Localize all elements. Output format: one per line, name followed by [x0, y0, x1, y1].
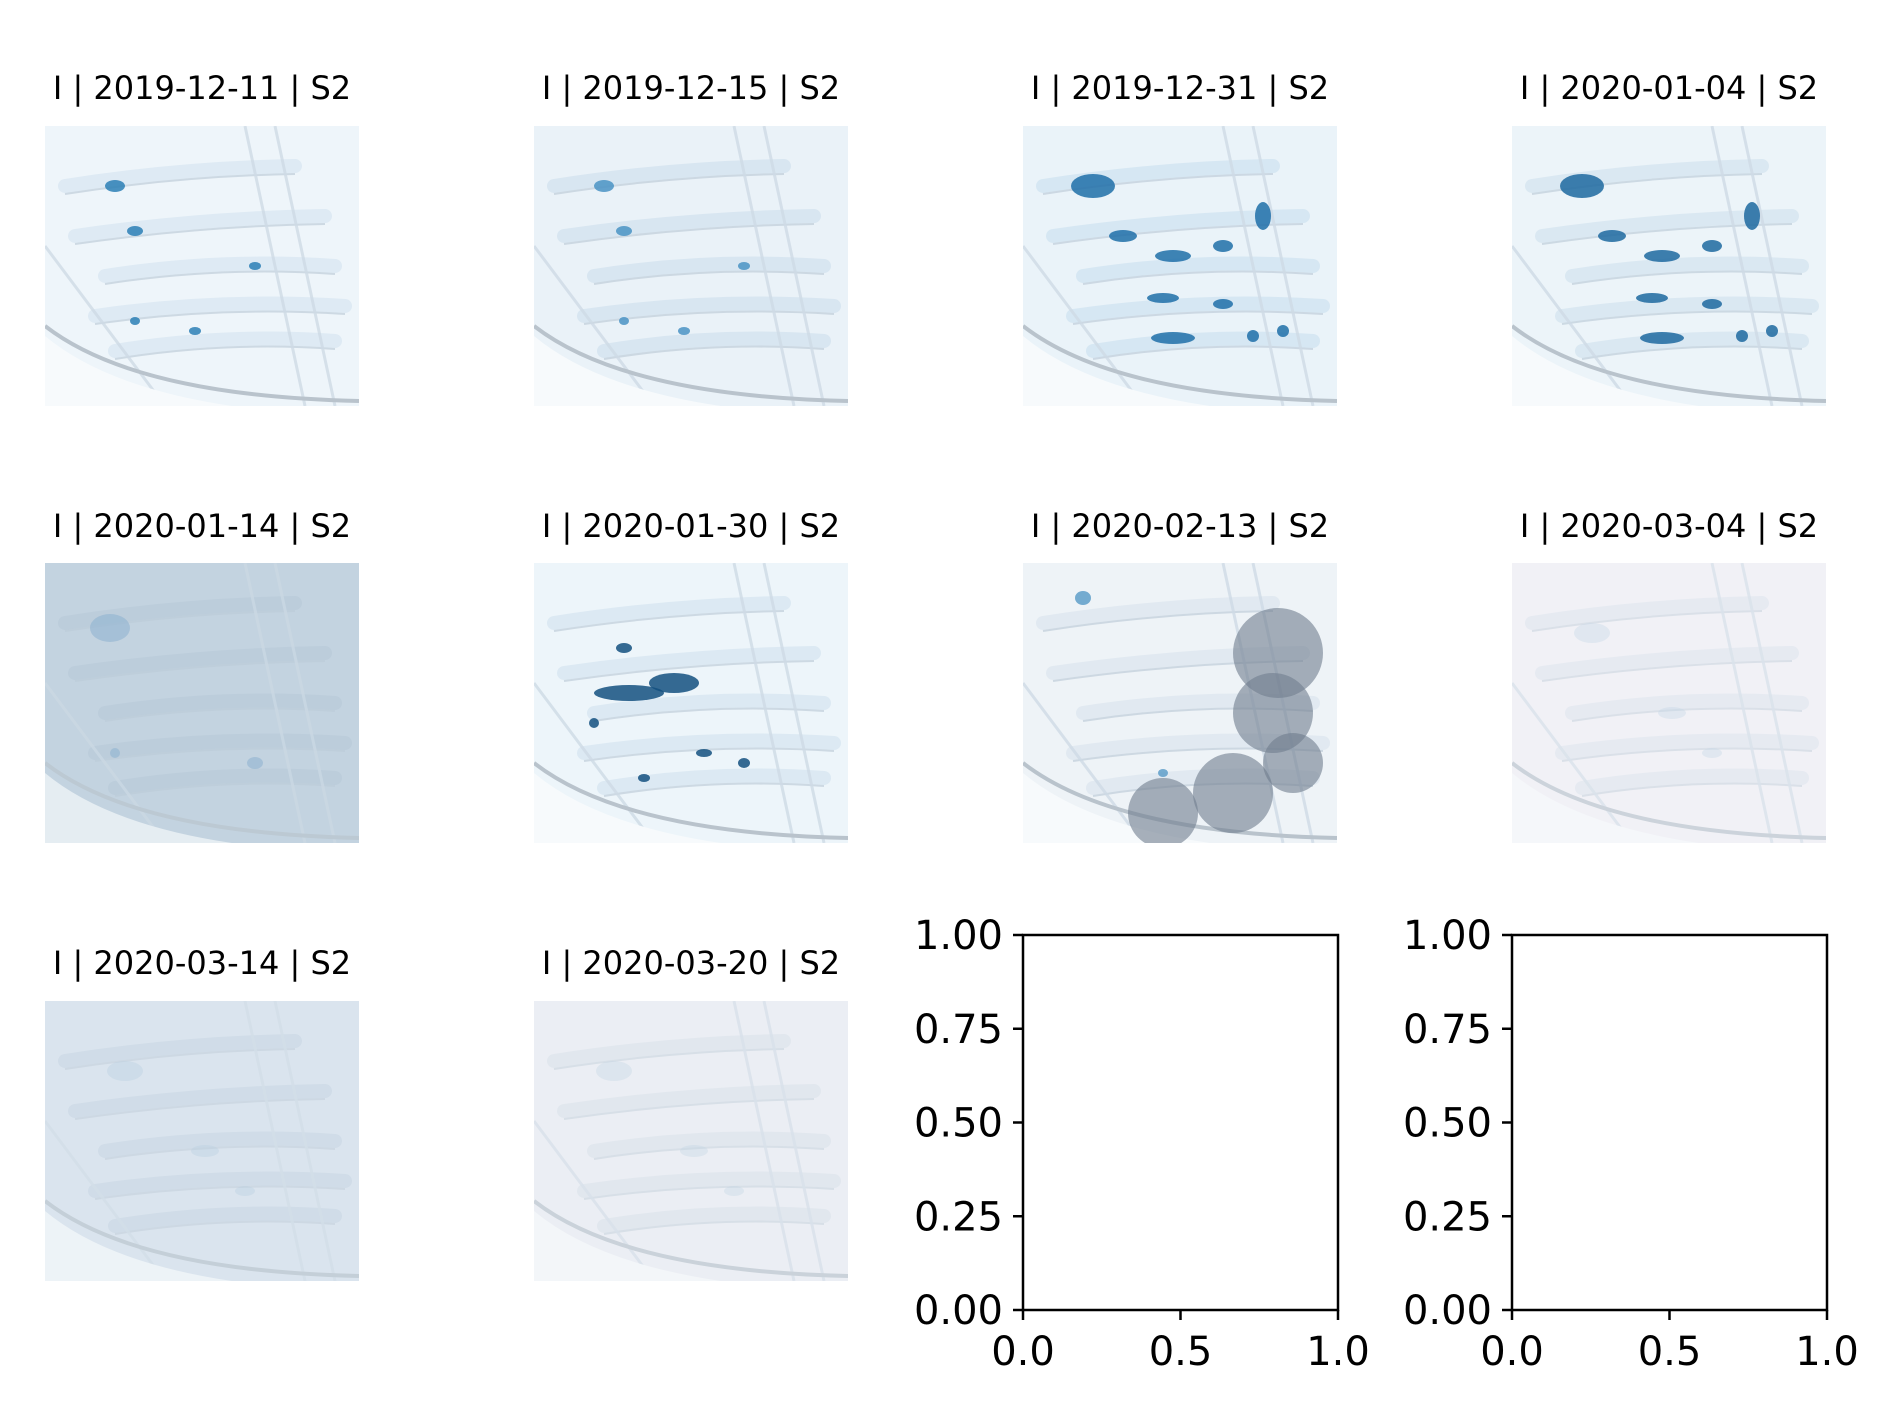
panel-title-6: I | 2020-01-30 | S2 — [541, 507, 841, 545]
x-tick-label: 0.0 — [991, 1329, 1055, 1375]
satellite-image-8 — [1512, 563, 1826, 843]
panel-title-10: I | 2020-03-20 | S2 — [541, 944, 841, 982]
satellite-image-1 — [45, 126, 359, 406]
panel-title-8: I | 2020-03-04 | S2 — [1519, 507, 1819, 545]
satellite-image-6 — [534, 563, 848, 843]
x-tick-label: 1.0 — [1306, 1329, 1370, 1375]
empty-axes-1: 0.00 0.25 0.50 0.75 1.00 0.0 0.5 1.0 — [913, 913, 1370, 1395]
satellite-image-7 — [1023, 563, 1337, 843]
x-tick-label: 0.5 — [1638, 1329, 1702, 1375]
satellite-image-3 — [1023, 126, 1337, 406]
y-tick-label: 0.25 — [1403, 1194, 1492, 1240]
satellite-image-9 — [45, 1001, 359, 1281]
empty-axes-2: 0.00 0.25 0.50 0.75 1.00 0.0 0.5 1.0 — [1402, 913, 1859, 1395]
y-tick-label: 0.00 — [914, 1288, 1003, 1334]
y-tick-label: 0.00 — [1403, 1288, 1492, 1334]
panel-title-9: I | 2020-03-14 | S2 — [52, 944, 352, 982]
panel-title-4: I | 2020-01-04 | S2 — [1519, 69, 1819, 107]
satellite-image-5 — [45, 563, 359, 843]
y-tick-label: 0.75 — [914, 1007, 1003, 1053]
panel-title-7: I | 2020-02-13 | S2 — [1030, 507, 1330, 545]
y-tick-label: 1.00 — [914, 913, 1003, 959]
x-tick-label: 1.0 — [1795, 1329, 1859, 1375]
y-tick-label: 1.00 — [1403, 913, 1492, 959]
satellite-image-2 — [534, 126, 848, 406]
y-tick-label: 0.25 — [914, 1194, 1003, 1240]
panel-title-1: I | 2019-12-11 | S2 — [52, 69, 352, 107]
panel-title-3: I | 2019-12-31 | S2 — [1030, 69, 1330, 107]
y-tick-label: 0.75 — [1403, 1007, 1492, 1053]
x-tick-label: 0.0 — [1480, 1329, 1544, 1375]
y-tick-label: 0.50 — [1403, 1101, 1492, 1147]
satellite-image-10 — [534, 1001, 848, 1281]
satellite-image-4 — [1512, 126, 1826, 406]
panel-title-5: I | 2020-01-14 | S2 — [52, 507, 352, 545]
panel-title-2: I | 2019-12-15 | S2 — [541, 69, 841, 107]
x-tick-label: 0.5 — [1149, 1329, 1213, 1375]
y-tick-label: 0.50 — [914, 1101, 1003, 1147]
